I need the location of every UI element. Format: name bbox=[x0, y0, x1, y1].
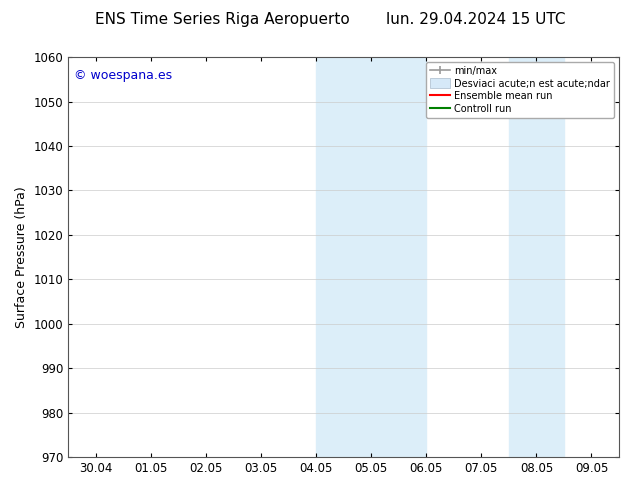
Legend: min/max, Desviaci acute;n est acute;ndar, Ensemble mean run, Controll run: min/max, Desviaci acute;n est acute;ndar… bbox=[426, 62, 614, 118]
Bar bbox=[316, 57, 426, 457]
Y-axis label: Surface Pressure (hPa): Surface Pressure (hPa) bbox=[15, 186, 28, 328]
Text: © woespana.es: © woespana.es bbox=[74, 69, 172, 82]
Text: ENS Time Series Riga Aeropuerto: ENS Time Series Riga Aeropuerto bbox=[94, 12, 349, 27]
Bar bbox=[509, 57, 564, 457]
Text: lun. 29.04.2024 15 UTC: lun. 29.04.2024 15 UTC bbox=[385, 12, 566, 27]
